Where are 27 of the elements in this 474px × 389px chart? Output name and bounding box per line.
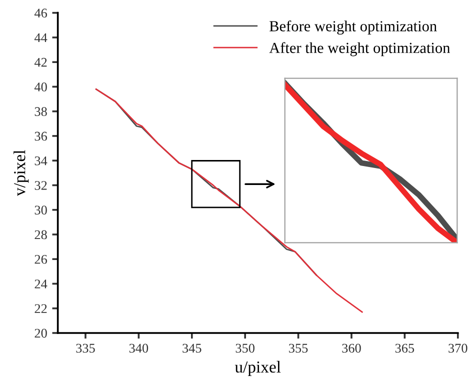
x-tick-label: 370 — [448, 344, 468, 353]
y-tick-label: 22 — [34, 304, 47, 313]
y-tick-label: 30 — [34, 206, 47, 215]
y-tick-label: 40 — [34, 82, 47, 92]
x-tick-label: 365 — [395, 344, 414, 353]
y-tick-label: 28 — [34, 230, 47, 240]
y-tick-label: 24 — [34, 280, 48, 288]
y-tick-label: 36 — [34, 132, 48, 141]
line-series — [95, 88, 363, 313]
y-tick-label: 34 — [34, 156, 48, 166]
y-tick-label: 42 — [34, 58, 47, 67]
y-tick-label: 26 — [34, 254, 48, 264]
x-tick-label: 340 — [129, 344, 148, 353]
legend-label: After the weight optimization — [269, 42, 450, 56]
x-tick-label: 345 — [182, 344, 202, 353]
y-tick-label: 46 — [34, 8, 48, 18]
legend-label: Before weight optimization — [270, 20, 437, 35]
y-tick-label: 20 — [34, 328, 47, 338]
x-tick-label: 335 — [76, 344, 95, 353]
y-axis-title: v/pixel — [14, 150, 29, 196]
x-tick-label: 360 — [342, 344, 361, 353]
x-tick-label: 355 — [289, 344, 308, 353]
x-axis-title: u/pixel — [234, 360, 281, 376]
y-tick-label: 38 — [34, 107, 47, 116]
y-tick-label: 32 — [34, 181, 47, 190]
y-tick-label: 44 — [34, 33, 48, 42]
x-tick-label: 350 — [236, 344, 254, 353]
